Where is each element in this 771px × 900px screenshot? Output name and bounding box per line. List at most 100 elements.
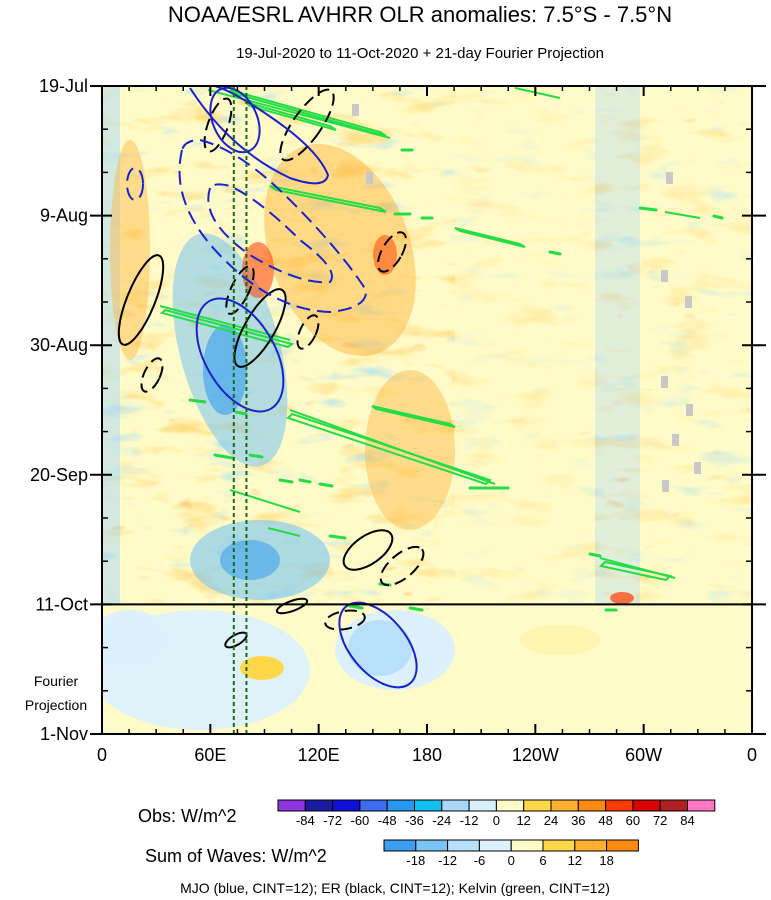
colorbar-level-label: -84 [296, 813, 315, 828]
colorbar-level-label: -24 [432, 813, 451, 828]
colorbar-swatch [574, 839, 608, 852]
missing-data-cells [352, 104, 701, 492]
colorbar-swatch [632, 799, 661, 812]
colorbar-swatch [606, 839, 639, 852]
kelvin-dash [348, 604, 364, 610]
colorbar-swatch [478, 839, 512, 852]
projection-orange [240, 656, 284, 680]
x-tick-label: 120E [298, 745, 340, 765]
kelvin-dash [298, 478, 312, 484]
colorbar-swatch [304, 799, 334, 812]
kelvin-dash [248, 453, 264, 459]
kelvin-contour [207, 89, 391, 139]
kelvin-dash [234, 410, 248, 416]
missing-cell [366, 172, 373, 184]
chart-subtitle: 19-Jul-2020 to 11-Oct-2020 + 21-day Four… [236, 45, 604, 62]
colorbar-swatch [277, 799, 306, 812]
patch-mc-orange [264, 143, 416, 357]
colorbar-level-label: 60 [626, 813, 640, 828]
patch-af-red [610, 592, 634, 604]
reference-lines [232, 86, 248, 734]
colorbar-level-label: -72 [323, 813, 342, 828]
missing-cell [666, 172, 673, 184]
x-tick-label: 60W [625, 745, 662, 765]
x-tick-label: 180 [412, 745, 442, 765]
y-tick-label: 20-Sep [30, 465, 88, 485]
mjo-contour-positive [338, 601, 418, 689]
colorbar-swatch [495, 799, 525, 812]
er-contour-negative [324, 609, 366, 631]
mjo-contours-negative [126, 138, 368, 314]
er-contour-positive [342, 529, 394, 571]
chart-title: NOAA/ESRL AVHRR OLR anomalies: 7.5°S - 7… [168, 2, 672, 27]
obs-colorbar-label: Obs: W/m^2 [138, 806, 236, 826]
patch-mc-red-2 [373, 235, 397, 275]
er-contour-negative [279, 88, 335, 162]
mjo-contour-negative [126, 167, 144, 201]
colorbar-level-label: 84 [680, 813, 694, 828]
projection-blue-west [102, 610, 170, 670]
colorbar-level-label: -60 [351, 813, 370, 828]
plot-area [102, 86, 752, 734]
colorbar-level-label: 12 [516, 813, 530, 828]
waves-colorbar-label: Sum of Waves: W/m^2 [145, 846, 327, 866]
colorbar-swatch [510, 839, 544, 852]
missing-cell [661, 376, 668, 388]
colorbar-level-label: 48 [598, 813, 612, 828]
colorbar-swatch [332, 799, 361, 812]
colorbar-swatch [550, 799, 579, 812]
colorbar-swatch [577, 799, 607, 812]
colorbar-swatch [441, 799, 470, 812]
kelvin-dash [278, 478, 294, 484]
colorbar-level-label: -18 [406, 853, 425, 868]
colorbar-swatch [468, 799, 497, 812]
colorbar-level-label: 6 [539, 853, 546, 868]
er-contour-positive [275, 597, 309, 615]
mjo-contour-negative [207, 183, 333, 284]
patch-io-blue-deep [203, 325, 247, 415]
colorbar-level-label: -12 [438, 853, 457, 868]
kelvin-contour [664, 211, 701, 219]
missing-cell [661, 270, 668, 282]
y-tick-label: 11-Oct [35, 594, 88, 614]
colorbar-level-label: -6 [474, 853, 486, 868]
projection-orange-2 [520, 625, 600, 655]
colorbar-level-label: 12 [568, 853, 582, 868]
kelvin-dash [213, 453, 234, 460]
y-tick-label: 19-Jul [39, 76, 88, 96]
kelvin-dash [408, 606, 424, 612]
colorbar-swatch [359, 799, 388, 812]
er-contour-negative [377, 231, 407, 273]
y-tick-label: 1-Nov [40, 724, 88, 744]
mjo-contour-positive [209, 86, 261, 154]
x-tick-label: 0 [97, 745, 107, 765]
y-tick-label: 30-Aug [30, 335, 88, 355]
x-tick-label: 120W [512, 745, 559, 765]
projection-label-line1: Fourier [34, 673, 79, 689]
colorbar-swatch [542, 839, 576, 852]
mjo-contour-negative [178, 138, 368, 314]
mjo-contours [189, 86, 418, 689]
colorbar-level-label: 0 [493, 813, 500, 828]
missing-cell [662, 480, 669, 492]
y-axis: 19-Jul 9-Aug 30-Aug 20-Sep 11-Oct 1-Nov [30, 76, 766, 744]
kelvin-contour [229, 89, 387, 137]
patch-io-blue-3 [220, 540, 280, 580]
colorbar-level-label: 24 [544, 813, 558, 828]
kelvin-contour [371, 405, 456, 428]
kelvin-contour [244, 101, 337, 131]
missing-cell [672, 434, 679, 446]
colorbar-swatch [386, 799, 416, 812]
mjo-contour-positive [195, 297, 285, 413]
colorbar-swatch [687, 799, 716, 812]
kelvin-dash [548, 250, 562, 256]
kelvin-dash [318, 482, 334, 488]
x-axis: 0 60E 120E 180 120W 60W 0 [97, 86, 757, 765]
x-tick-label: 60E [194, 745, 226, 765]
band-africa-blue [595, 86, 640, 604]
er-contour-negative [140, 357, 164, 393]
patch-wp-orange [365, 370, 455, 530]
er-contour-negative [296, 314, 320, 350]
x-tick-label: 0 [747, 745, 757, 765]
